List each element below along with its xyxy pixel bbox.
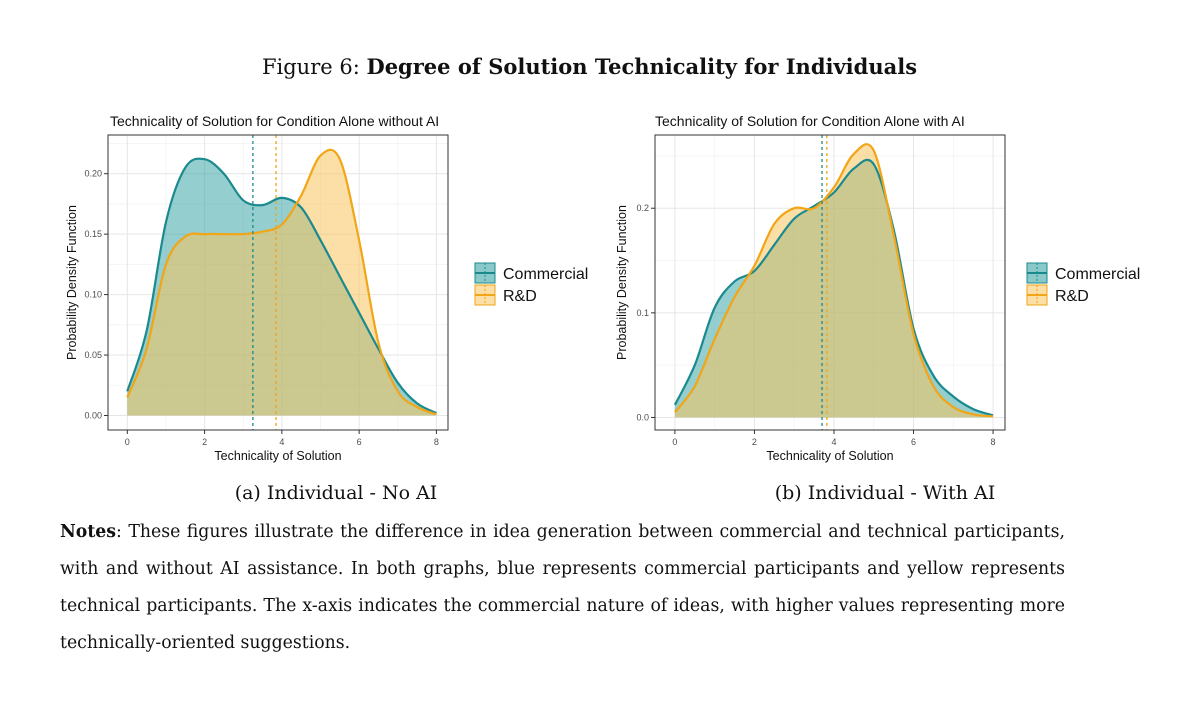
- y-tick-label: 0.1: [636, 308, 649, 318]
- y-tick-label: 0.2: [636, 203, 649, 213]
- legend-label: R&D: [1055, 288, 1089, 305]
- x-tick-label: 8: [991, 437, 996, 447]
- x-tick-label: 2: [202, 437, 207, 447]
- chart-panel-b: Technicality of Solution for Condition A…: [590, 100, 1179, 480]
- legend-label: Commercial: [1055, 266, 1140, 283]
- legend-item-rd: R&D: [474, 284, 537, 306]
- x-axis-label: Technicality of Solution: [214, 449, 341, 463]
- figure-title: Figure 6: Degree of Solution Technicalit…: [0, 54, 1179, 79]
- x-axis-label: Technicality of Solution: [766, 449, 893, 463]
- x-tick-label: 6: [911, 437, 916, 447]
- figure-title-text: Degree of Solution Technicality for Indi…: [366, 54, 918, 79]
- density-chart-no-ai: Technicality of Solution for Condition A…: [65, 113, 588, 463]
- x-tick-label: 2: [752, 437, 757, 447]
- chart-title: Technicality of Solution for Condition A…: [655, 113, 965, 129]
- y-axis-label: Probability Density Function: [65, 205, 79, 360]
- legend-label: R&D: [503, 288, 537, 305]
- y-tick-label: 0.0: [636, 412, 649, 422]
- x-tick-label: 0: [125, 437, 130, 447]
- density-area-rd: [127, 149, 437, 416]
- legend-item-rd: R&D: [1026, 284, 1089, 306]
- figure-label: Figure 6:: [261, 55, 360, 79]
- caption-b: (b) Individual - With AI: [774, 482, 996, 504]
- y-tick-label: 0.20: [84, 169, 102, 179]
- x-tick-label: 4: [279, 437, 284, 447]
- caption-a: (a) Individual - No AI: [234, 482, 438, 504]
- density-chart-with-ai: Technicality of Solution for Condition A…: [615, 113, 1140, 463]
- y-tick-label: 0.05: [84, 350, 102, 360]
- y-tick-label: 0.10: [84, 290, 102, 300]
- density-line-rd: [674, 143, 994, 418]
- legend-item-commercial: Commercial: [474, 262, 588, 284]
- chart-title: Technicality of Solution for Condition A…: [110, 113, 439, 129]
- legend-item-commercial: Commercial: [1026, 262, 1140, 284]
- notes-text: : These figures illustrate the differenc…: [60, 522, 1065, 653]
- x-tick-label: 0: [672, 437, 677, 447]
- x-tick-label: 8: [434, 437, 439, 447]
- x-tick-label: 6: [357, 437, 362, 447]
- density-line-rd: [126, 148, 437, 416]
- notes-paragraph: Notes: These figures illustrate the diff…: [60, 514, 1065, 662]
- y-axis-label: Probability Density Function: [615, 205, 629, 360]
- chart-panel-a: Technicality of Solution for Condition A…: [0, 100, 590, 480]
- plot-border: [654, 134, 1006, 431]
- density-line-commercial: [673, 158, 994, 417]
- density-area-rd: [674, 144, 994, 418]
- y-tick-label: 0.15: [84, 229, 102, 239]
- legend-label: Commercial: [503, 266, 588, 283]
- plot-border: [107, 134, 449, 431]
- notes-label: Notes: [60, 522, 117, 542]
- y-tick-label: 0.00: [84, 410, 102, 420]
- x-tick-label: 4: [831, 437, 836, 447]
